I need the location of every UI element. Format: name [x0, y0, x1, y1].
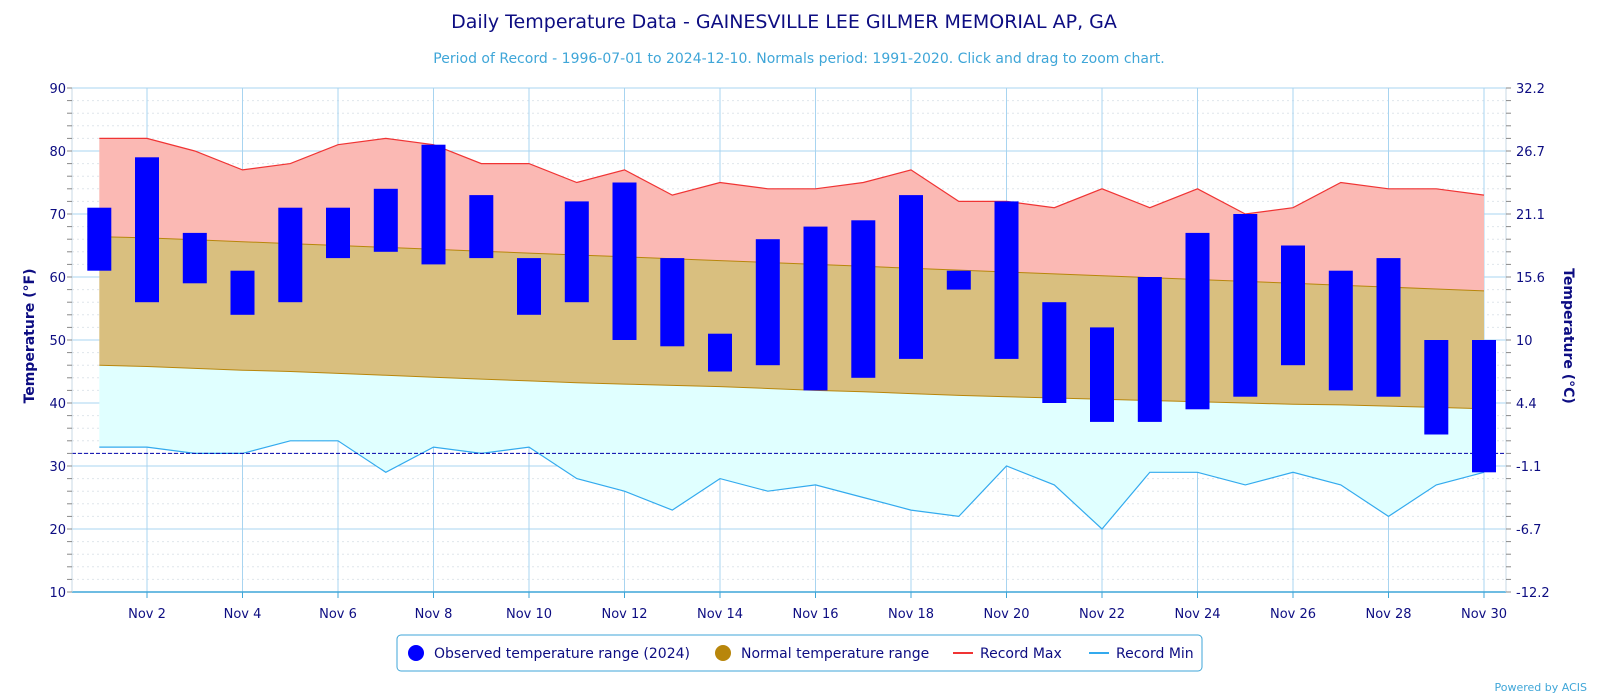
- x-tick-label: Nov 28: [1365, 607, 1411, 622]
- legend-normal-marker: [715, 645, 731, 661]
- observed-bar-nov-18: [899, 195, 923, 359]
- legend-observed-label: Observed temperature range (2024): [434, 646, 690, 662]
- chart-subtitle: Period of Record - 1996-07-01 to 2024-12…: [433, 51, 1164, 67]
- observed-bar-nov-29: [1424, 340, 1449, 435]
- y-tick-label-left: 90: [49, 82, 66, 97]
- x-tick-label: Nov 26: [1270, 607, 1316, 622]
- y-tick-label-left: 40: [49, 397, 66, 412]
- observed-bar-nov-26: [1281, 245, 1305, 366]
- observed-bar-nov-3: [182, 232, 207, 284]
- y-axis-title-right: Temperature (°C): [1560, 268, 1576, 404]
- y-tick-label-right: -1.1: [1516, 460, 1541, 475]
- legend-record-min-label: Record Min: [1116, 646, 1194, 662]
- observed-bar-nov-16: [803, 226, 828, 391]
- y-tick-label-right: 21.1: [1516, 208, 1545, 223]
- y-tick-label-right: 26.7: [1516, 145, 1545, 160]
- observed-bar-nov-13: [660, 258, 685, 347]
- credit-text[interactable]: Powered by ACIS: [1495, 681, 1588, 694]
- observed-bar-nov-1: [87, 207, 112, 271]
- y-tick-label-right: 32.2: [1516, 82, 1545, 97]
- y-tick-label-right: 15.6: [1516, 271, 1545, 286]
- y-tick-label-left: 50: [49, 334, 66, 349]
- x-tick-label: Nov 8: [415, 607, 453, 622]
- observed-bar-nov-19: [946, 270, 971, 290]
- observed-bar-nov-21: [1042, 302, 1067, 403]
- y-tick-label-left: 20: [49, 523, 66, 538]
- x-tick-label: Nov 30: [1461, 607, 1507, 622]
- x-tick-label: Nov 12: [601, 607, 647, 622]
- normal-min-line: [99, 364, 1485, 410]
- observed-bar-nov-24: [1185, 232, 1210, 410]
- y-tick-label-left: 30: [49, 460, 66, 475]
- observed-bar-nov-17: [851, 220, 876, 378]
- y-tick-label-right: 10: [1516, 334, 1533, 349]
- x-tick-label: Nov 4: [224, 607, 262, 622]
- legend-box: [396, 634, 1203, 672]
- record-min-line: [99, 440, 1485, 530]
- x-tick-label: Nov 10: [506, 607, 552, 622]
- observed-bar-nov-9: [469, 195, 494, 259]
- x-tick-label: Nov 14: [697, 607, 743, 622]
- observed-bar-nov-4: [230, 270, 255, 315]
- observed-bar-nov-5: [278, 207, 303, 303]
- y-tick-label-left: 10: [49, 586, 66, 601]
- y-tick-label-left: 70: [49, 208, 66, 223]
- observed-bar-nov-10: [517, 258, 541, 315]
- legend-item-record-min[interactable]: Record Min: [1089, 646, 1194, 662]
- observed-bar-nov-6: [326, 207, 350, 259]
- x-tick-label: Nov 20: [983, 607, 1029, 622]
- x-tick-label: Nov 18: [888, 607, 934, 622]
- legend-item-observed[interactable]: Observed temperature range (2024): [408, 645, 690, 662]
- observed-bar-nov-8: [421, 144, 446, 265]
- x-tick-label: Nov 2: [128, 607, 166, 622]
- observed-bar-nov-14: [708, 333, 732, 372]
- observed-bar-nov-7: [373, 188, 398, 252]
- legend-observed-marker: [408, 645, 424, 661]
- y-tick-label-left: 80: [49, 145, 66, 160]
- observed-bar-nov-30: [1472, 340, 1496, 473]
- chart-title: Daily Temperature Data - GAINESVILLE LEE…: [451, 11, 1117, 33]
- observed-bars: [87, 144, 1496, 473]
- y-tick-label-right: -6.7: [1516, 523, 1541, 538]
- legend-record-max-label: Record Max: [980, 646, 1062, 662]
- observed-bar-nov-27: [1328, 270, 1353, 391]
- observed-bar-nov-25: [1233, 214, 1258, 397]
- y-tick-label-left: 60: [49, 271, 66, 286]
- legend-item-normal[interactable]: Normal temperature range: [715, 645, 929, 662]
- observed-bar-nov-28: [1376, 258, 1401, 397]
- legend-item-record-max[interactable]: Record Max: [953, 646, 1062, 662]
- observed-bar-nov-11: [564, 201, 589, 303]
- record-max-line: [99, 137, 1485, 215]
- legend: Observed temperature range (2024) Normal…: [396, 634, 1203, 672]
- y-axis-title-left: Temperature (°F): [22, 269, 38, 404]
- axes: 10 20 30 40 50 60 70 80 90 -12.2 -6.7 -1.1 4.4 10 15.6…: [49, 82, 1549, 622]
- x-tick-label: Nov 24: [1174, 607, 1220, 622]
- observed-bar-nov-20: [994, 201, 1019, 359]
- y-tick-label-right: 4.4: [1516, 397, 1537, 412]
- observed-bar-nov-2: [135, 157, 159, 303]
- x-tick-label: Nov 22: [1079, 607, 1125, 622]
- x-tick-label: Nov 6: [319, 607, 357, 622]
- y-tick-label-right: -12.2: [1516, 586, 1550, 601]
- observed-bar-nov-15: [755, 239, 780, 366]
- x-tick-label: Nov 16: [792, 607, 838, 622]
- observed-bar-nov-22: [1090, 327, 1114, 422]
- observed-bar-nov-12: [612, 182, 637, 340]
- legend-normal-label: Normal temperature range: [741, 646, 929, 662]
- observed-bar-nov-23: [1137, 277, 1162, 422]
